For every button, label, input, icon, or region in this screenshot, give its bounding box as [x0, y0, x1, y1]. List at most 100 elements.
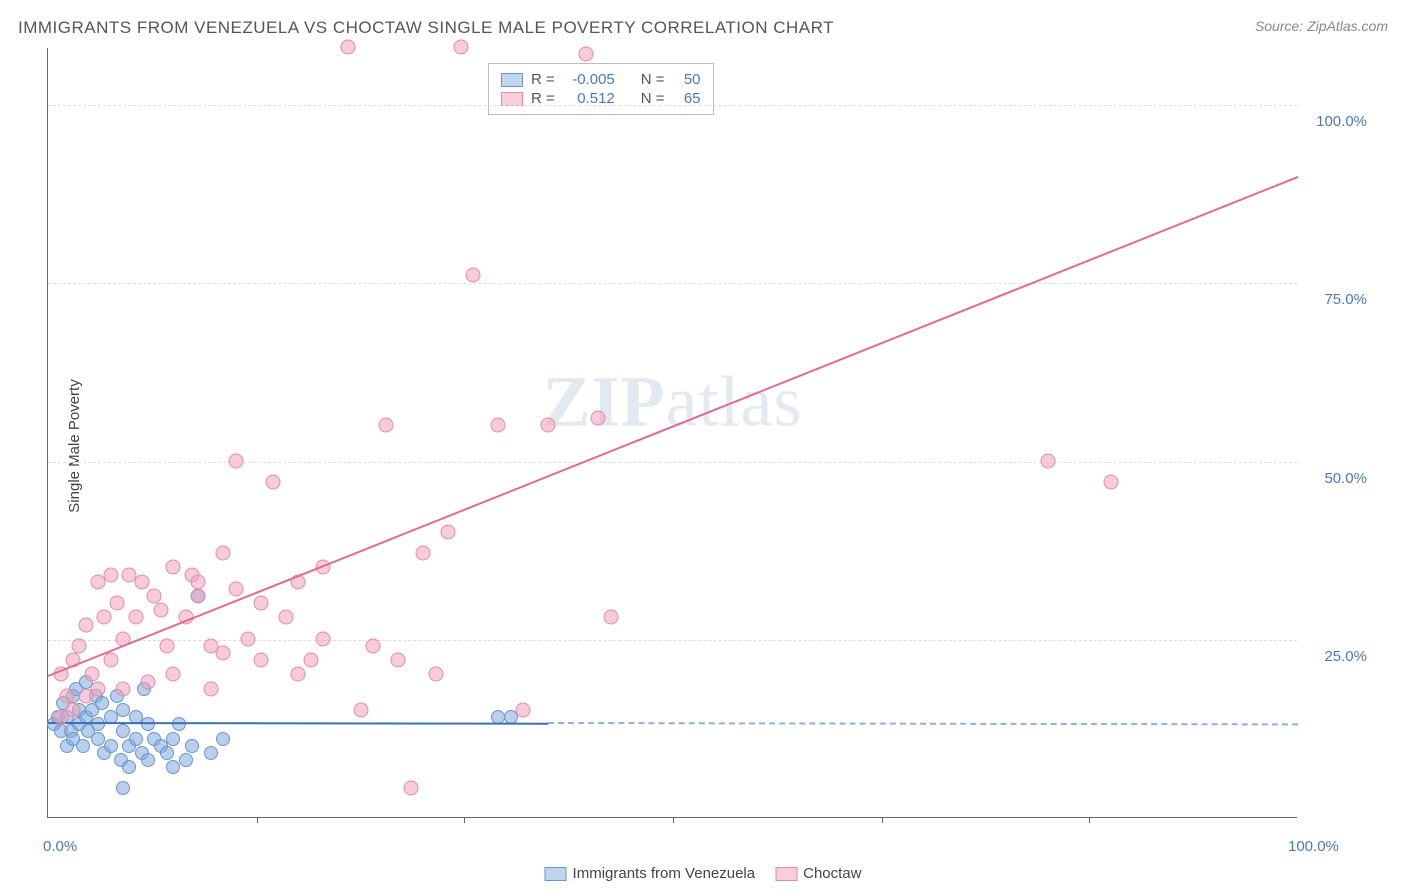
data-point — [84, 667, 99, 682]
data-point — [603, 610, 618, 625]
data-point — [172, 717, 186, 731]
data-point — [91, 681, 106, 696]
data-point — [134, 574, 149, 589]
data-point — [166, 667, 181, 682]
plot-area: ZIPatlas R =-0.005N =50R =0.512N =65 25.… — [47, 48, 1297, 818]
data-point — [153, 603, 168, 618]
stat-r-value: -0.005 — [563, 71, 615, 88]
x-tick-mark — [464, 817, 465, 823]
grid-line — [48, 640, 1297, 641]
data-point — [166, 560, 181, 575]
y-tick-label: 50.0% — [1324, 470, 1367, 487]
legend-item: Choctaw — [775, 865, 861, 882]
legend-swatch — [545, 867, 567, 881]
data-point — [179, 753, 193, 767]
data-point — [159, 638, 174, 653]
data-point — [104, 739, 118, 753]
data-point — [160, 746, 174, 760]
stats-row: R = -0.005 N = 50 — [501, 71, 701, 88]
data-point — [466, 268, 481, 283]
source-label: Source: ZipAtlas.com — [1255, 18, 1388, 34]
legend-swatch — [775, 867, 797, 881]
data-point — [541, 417, 556, 432]
x-tick-mark — [882, 817, 883, 823]
data-point — [578, 47, 593, 62]
data-point — [72, 638, 87, 653]
data-point — [353, 703, 368, 718]
legend: Immigrants from Venezuela Choctaw — [545, 865, 862, 882]
data-point — [103, 653, 118, 668]
data-point — [216, 732, 230, 746]
grid-line — [48, 105, 1297, 106]
x-tick-label: 100.0% — [1288, 838, 1339, 855]
data-point — [241, 631, 256, 646]
data-point — [453, 40, 468, 55]
y-tick-label: 100.0% — [1316, 113, 1367, 130]
legend-label: Choctaw — [803, 865, 861, 882]
data-point — [128, 610, 143, 625]
data-point — [391, 653, 406, 668]
data-point — [278, 610, 293, 625]
data-point — [291, 667, 306, 682]
data-point — [378, 417, 393, 432]
data-point — [185, 739, 199, 753]
data-point — [204, 746, 218, 760]
data-point — [141, 717, 155, 731]
trend-line — [548, 722, 1298, 725]
data-point — [78, 617, 93, 632]
data-point — [216, 646, 231, 661]
data-point — [253, 653, 268, 668]
legend-swatch — [501, 92, 523, 106]
data-point — [366, 638, 381, 653]
data-point — [203, 681, 218, 696]
data-point — [216, 546, 231, 561]
data-point — [228, 581, 243, 596]
data-point — [97, 610, 112, 625]
grid-line — [48, 283, 1297, 284]
data-point — [116, 781, 130, 795]
x-tick-label: 0.0% — [43, 838, 77, 855]
data-point — [76, 739, 90, 753]
data-point — [1041, 453, 1056, 468]
data-point — [122, 760, 136, 774]
data-point — [266, 474, 281, 489]
data-point — [166, 732, 180, 746]
data-point — [191, 588, 206, 603]
x-tick-mark — [257, 817, 258, 823]
x-tick-mark — [1089, 817, 1090, 823]
legend-swatch — [501, 73, 523, 87]
data-point — [95, 696, 109, 710]
data-point — [141, 753, 155, 767]
watermark-bold: ZIP — [543, 361, 666, 441]
y-tick-label: 25.0% — [1324, 648, 1367, 665]
data-point — [141, 674, 156, 689]
legend-item: Immigrants from Venezuela — [545, 865, 756, 882]
data-point — [116, 681, 131, 696]
data-point — [109, 596, 124, 611]
y-tick-label: 75.0% — [1324, 291, 1367, 308]
data-point — [103, 567, 118, 582]
chart-title: IMMIGRANTS FROM VENEZUELA VS CHOCTAW SIN… — [18, 18, 834, 38]
data-point — [228, 453, 243, 468]
trend-line — [48, 722, 548, 725]
data-point — [129, 732, 143, 746]
x-tick-mark — [673, 817, 674, 823]
data-point — [66, 703, 81, 718]
data-point — [147, 588, 162, 603]
data-point — [253, 596, 268, 611]
trend-line — [48, 176, 1299, 677]
data-point — [303, 653, 318, 668]
stats-box: R =-0.005N =50R =0.512N =65 — [488, 63, 714, 115]
data-point — [341, 40, 356, 55]
data-point — [591, 410, 606, 425]
stat-r-label: R = — [531, 71, 555, 88]
data-point — [491, 417, 506, 432]
data-point — [416, 546, 431, 561]
data-point — [191, 574, 206, 589]
stat-n-value: 50 — [673, 71, 701, 88]
data-point — [1103, 474, 1118, 489]
stat-n-label: N = — [641, 71, 665, 88]
data-point — [59, 688, 74, 703]
data-point — [428, 667, 443, 682]
data-point — [516, 703, 531, 718]
